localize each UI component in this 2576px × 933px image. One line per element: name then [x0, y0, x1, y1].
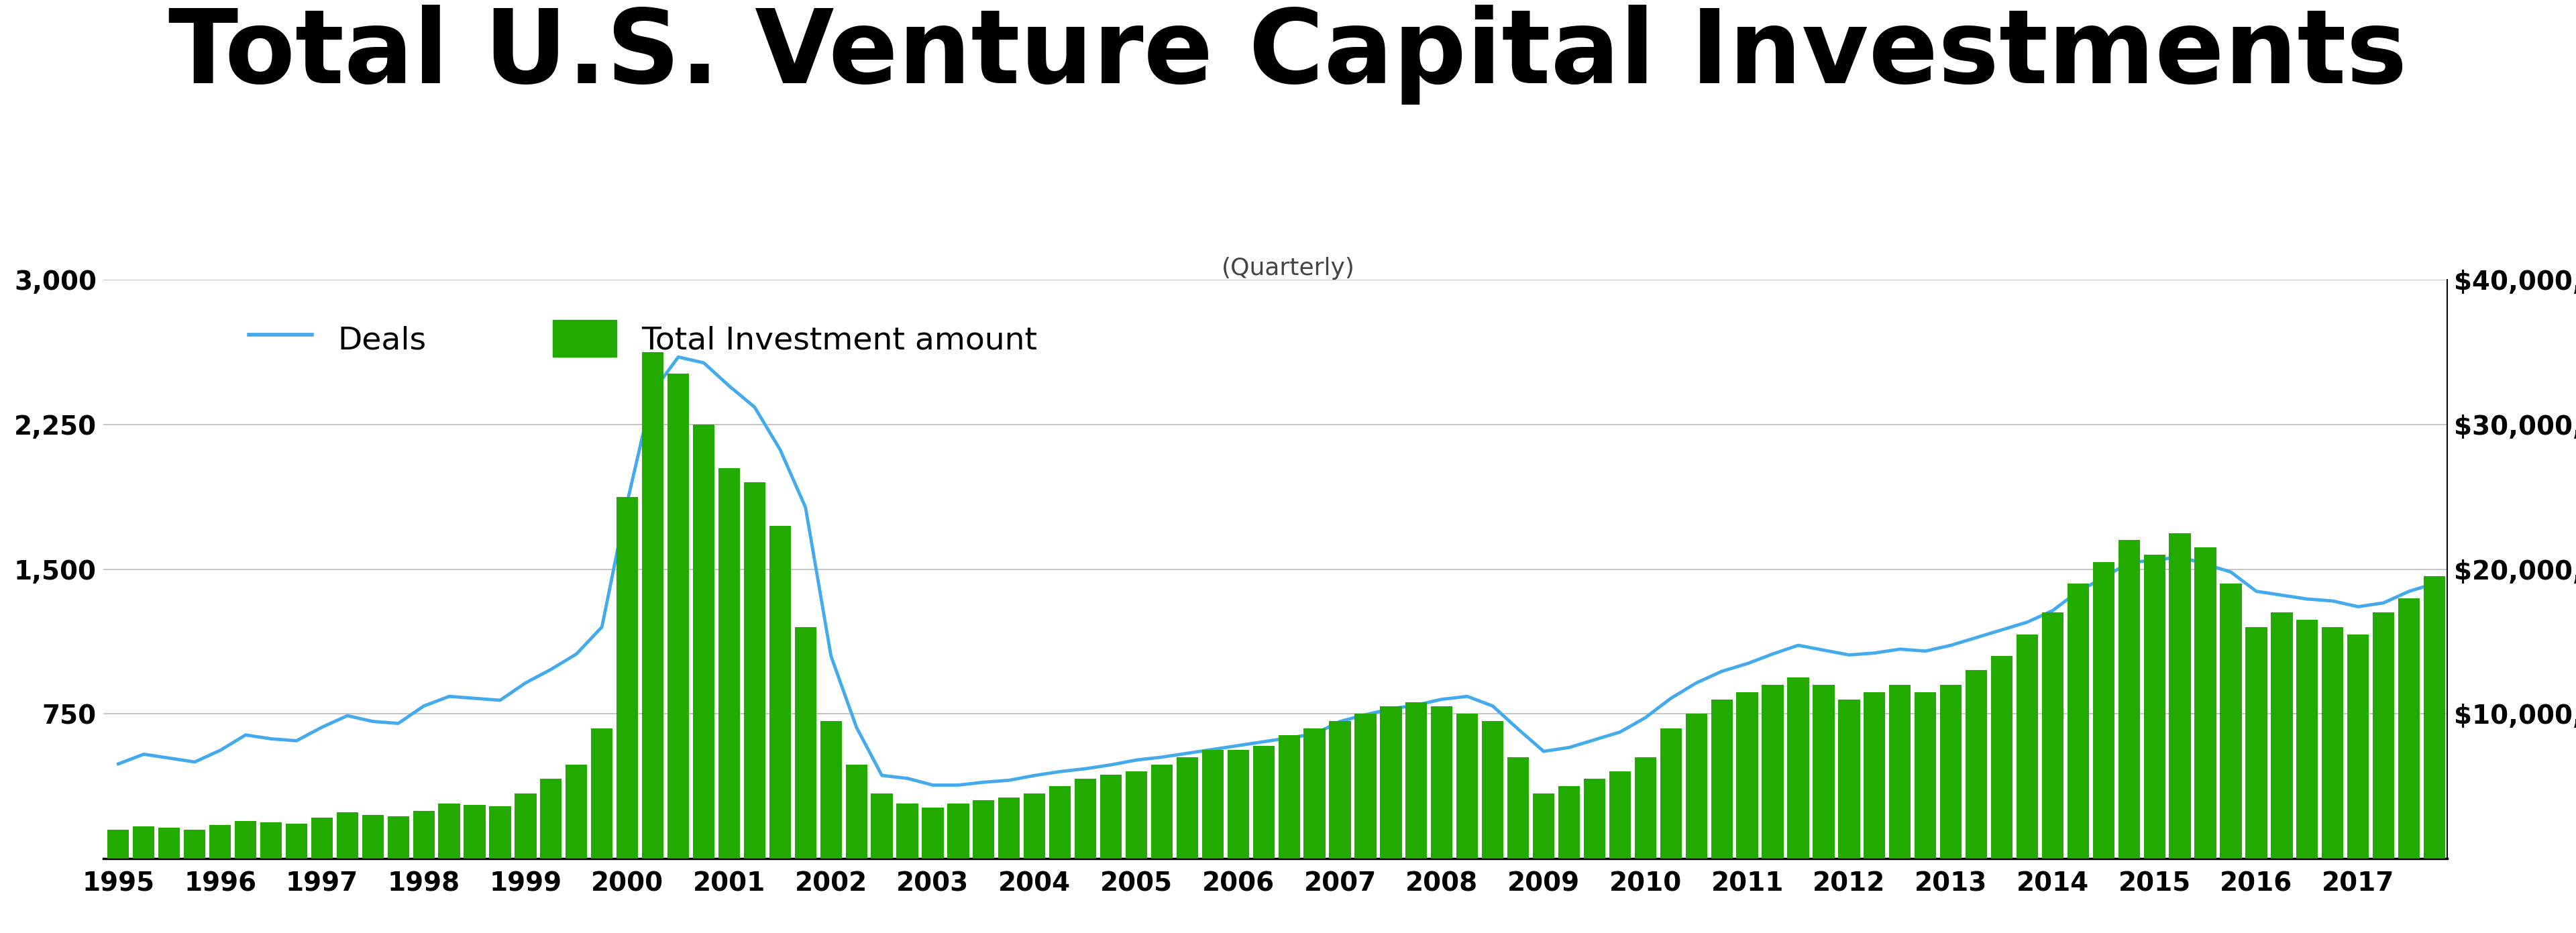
- Bar: [2295, 620, 2318, 858]
- Bar: [922, 808, 943, 858]
- Bar: [999, 798, 1020, 858]
- Bar: [641, 353, 665, 858]
- Bar: [234, 821, 258, 858]
- Bar: [260, 822, 281, 858]
- Bar: [1839, 700, 1860, 858]
- Bar: [1862, 692, 1886, 858]
- Bar: [1355, 714, 1376, 858]
- Bar: [1965, 670, 1986, 858]
- Bar: [1406, 703, 1427, 858]
- Bar: [1177, 758, 1198, 858]
- Bar: [386, 816, 410, 858]
- Bar: [1023, 793, 1046, 858]
- Bar: [1991, 656, 2012, 858]
- Bar: [1558, 786, 1579, 858]
- Bar: [974, 801, 994, 858]
- Bar: [337, 812, 358, 858]
- Bar: [515, 793, 536, 858]
- Bar: [1636, 758, 1656, 858]
- Bar: [1940, 685, 1963, 858]
- Bar: [2372, 612, 2393, 858]
- Bar: [412, 811, 435, 858]
- Bar: [1507, 758, 1530, 858]
- Bar: [183, 829, 206, 858]
- Bar: [1584, 779, 1605, 858]
- Bar: [2347, 634, 2370, 858]
- Bar: [1659, 728, 1682, 858]
- Text: Total U.S. Venture Capital Investments: Total U.S. Venture Capital Investments: [167, 5, 2409, 104]
- Bar: [1048, 786, 1072, 858]
- Legend: Deals, Total Investment amount: Deals, Total Investment amount: [237, 307, 1051, 369]
- Bar: [1381, 706, 1401, 858]
- Bar: [1203, 750, 1224, 858]
- Bar: [2069, 584, 2089, 858]
- Bar: [616, 496, 639, 858]
- Bar: [363, 815, 384, 858]
- Bar: [1455, 714, 1479, 858]
- Bar: [1736, 692, 1757, 858]
- Bar: [1610, 772, 1631, 858]
- Bar: [590, 728, 613, 858]
- Bar: [1329, 721, 1350, 858]
- Bar: [2321, 627, 2344, 858]
- Bar: [1074, 779, 1097, 858]
- Bar: [541, 779, 562, 858]
- Bar: [2272, 612, 2293, 858]
- Bar: [489, 806, 510, 858]
- Bar: [896, 803, 917, 858]
- Bar: [1533, 793, 1553, 858]
- Bar: [2043, 612, 2063, 858]
- Bar: [1788, 677, 1808, 858]
- Bar: [1278, 735, 1301, 858]
- Bar: [2092, 562, 2115, 858]
- Bar: [312, 818, 332, 858]
- Bar: [1914, 692, 1937, 858]
- Bar: [286, 824, 307, 858]
- Bar: [1888, 685, 1911, 858]
- Bar: [948, 803, 969, 858]
- Bar: [819, 721, 842, 858]
- Bar: [108, 829, 129, 858]
- Bar: [1481, 721, 1504, 858]
- Bar: [667, 374, 690, 858]
- Bar: [2221, 584, 2241, 858]
- Text: (Quarterly): (Quarterly): [1221, 257, 1355, 279]
- Bar: [796, 627, 817, 858]
- Bar: [1762, 685, 1783, 858]
- Bar: [1252, 745, 1275, 858]
- Bar: [1100, 774, 1121, 858]
- Bar: [2424, 577, 2445, 858]
- Bar: [567, 764, 587, 858]
- Bar: [2246, 627, 2267, 858]
- Bar: [744, 482, 765, 858]
- Bar: [1226, 750, 1249, 858]
- Bar: [871, 793, 894, 858]
- Bar: [1126, 772, 1146, 858]
- Bar: [770, 525, 791, 858]
- Bar: [693, 425, 714, 858]
- Bar: [1685, 714, 1708, 858]
- Bar: [1303, 728, 1327, 858]
- Bar: [438, 803, 461, 858]
- Bar: [134, 827, 155, 858]
- Bar: [2143, 554, 2166, 858]
- Bar: [2195, 548, 2215, 858]
- Bar: [2169, 533, 2190, 858]
- Bar: [1151, 764, 1172, 858]
- Bar: [209, 825, 232, 858]
- Bar: [2117, 540, 2141, 858]
- Bar: [2017, 634, 2038, 858]
- Bar: [1432, 706, 1453, 858]
- Bar: [719, 468, 739, 858]
- Bar: [464, 805, 484, 858]
- Bar: [845, 764, 868, 858]
- Bar: [1814, 685, 1834, 858]
- Bar: [1710, 700, 1734, 858]
- Bar: [2398, 598, 2419, 858]
- Bar: [157, 828, 180, 858]
